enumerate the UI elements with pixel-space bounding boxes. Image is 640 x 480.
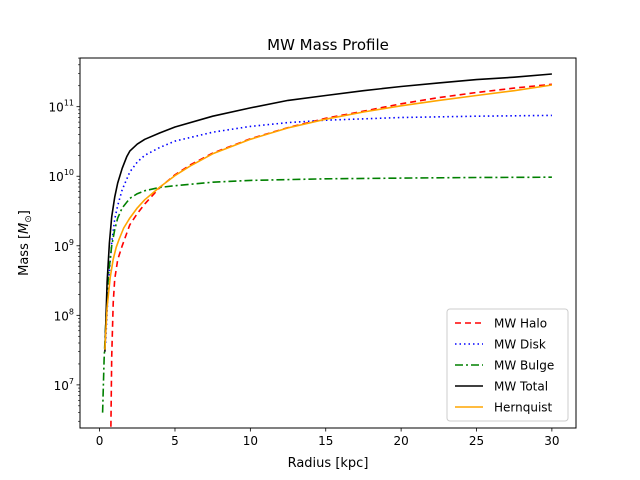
plot-area-frame	[79, 57, 577, 429]
legend-label: MW Disk	[494, 338, 546, 352]
y-tick-exponent: 8	[69, 307, 74, 316]
x-tick-label: 20	[393, 434, 408, 448]
x-axis-label: Radius [kpc]	[288, 456, 369, 471]
x-tick-label: 5	[171, 434, 179, 448]
y-tick-base: 10	[54, 379, 69, 393]
legend-label: MW Halo	[494, 317, 547, 331]
y-tick-label: 1011	[49, 99, 74, 115]
y-tick-exponent: 9	[69, 238, 74, 247]
legend-frame	[446, 308, 569, 422]
series-line-hernquist	[104, 84, 553, 350]
y-tick-base: 10	[49, 170, 64, 184]
y-tick-base: 10	[54, 240, 69, 254]
x-tick-label: 15	[318, 434, 333, 448]
legend-label: MW Bulge	[494, 359, 554, 373]
y-tick-base: 10	[54, 309, 69, 323]
y-axis-label-text: Mass [	[17, 234, 32, 276]
legend-label: Hernquist	[494, 401, 553, 415]
series-line-mw-bulge	[101, 176, 552, 413]
x-tick-label: 25	[469, 434, 484, 448]
y-tick-base: 10	[49, 101, 64, 115]
series-line-mw-total	[104, 73, 552, 352]
y-tick-exponent: 10	[64, 168, 74, 177]
legend-label: MW Total	[494, 380, 548, 394]
y-tick-label: 1010	[49, 168, 74, 184]
y-axis-label-subscript: ⊙	[24, 215, 34, 223]
chart-title: MW Mass Profile	[267, 36, 389, 54]
y-tick-exponent: 7	[69, 377, 74, 386]
x-axis-ticks: 0 5 10 15 20 25 30	[96, 428, 560, 448]
x-tick-label: 0	[96, 434, 104, 448]
y-axis-label-symbol: M	[17, 223, 32, 234]
y-axis-label-close: ]	[17, 210, 32, 215]
y-tick-label: 108	[54, 307, 74, 323]
legend: MW Halo MW Disk MW Bulge MW Total Hernquist	[446, 308, 569, 422]
y-tick-label: 107	[54, 377, 74, 393]
series-line-mw-halo	[110, 83, 552, 427]
x-tick-label: 30	[544, 434, 559, 448]
y-tick-exponent: 11	[64, 99, 74, 108]
x-tick-label: 10	[243, 434, 258, 448]
y-tick-label: 109	[54, 238, 74, 254]
series-layer	[101, 73, 553, 427]
y-axis-label: Mass [M⊙]	[17, 210, 34, 276]
